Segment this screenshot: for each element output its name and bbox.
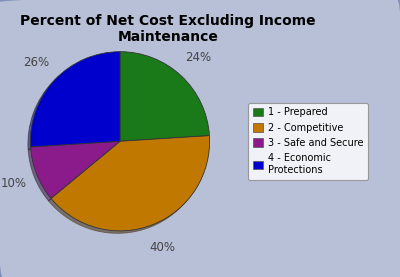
Wedge shape xyxy=(30,141,120,198)
Text: 26%: 26% xyxy=(23,56,50,69)
Legend: 1 - Prepared, 2 - Competitive, 3 - Safe and Secure, 4 - Economic
Protections: 1 - Prepared, 2 - Competitive, 3 - Safe … xyxy=(248,102,368,180)
Text: 40%: 40% xyxy=(149,241,175,254)
Wedge shape xyxy=(30,52,120,147)
Text: Percent of Net Cost Excluding Income
Maintenance: Percent of Net Cost Excluding Income Mai… xyxy=(20,14,316,44)
Text: 10%: 10% xyxy=(0,177,26,190)
Text: 24%: 24% xyxy=(186,51,212,64)
Wedge shape xyxy=(120,52,210,141)
Wedge shape xyxy=(51,136,210,231)
